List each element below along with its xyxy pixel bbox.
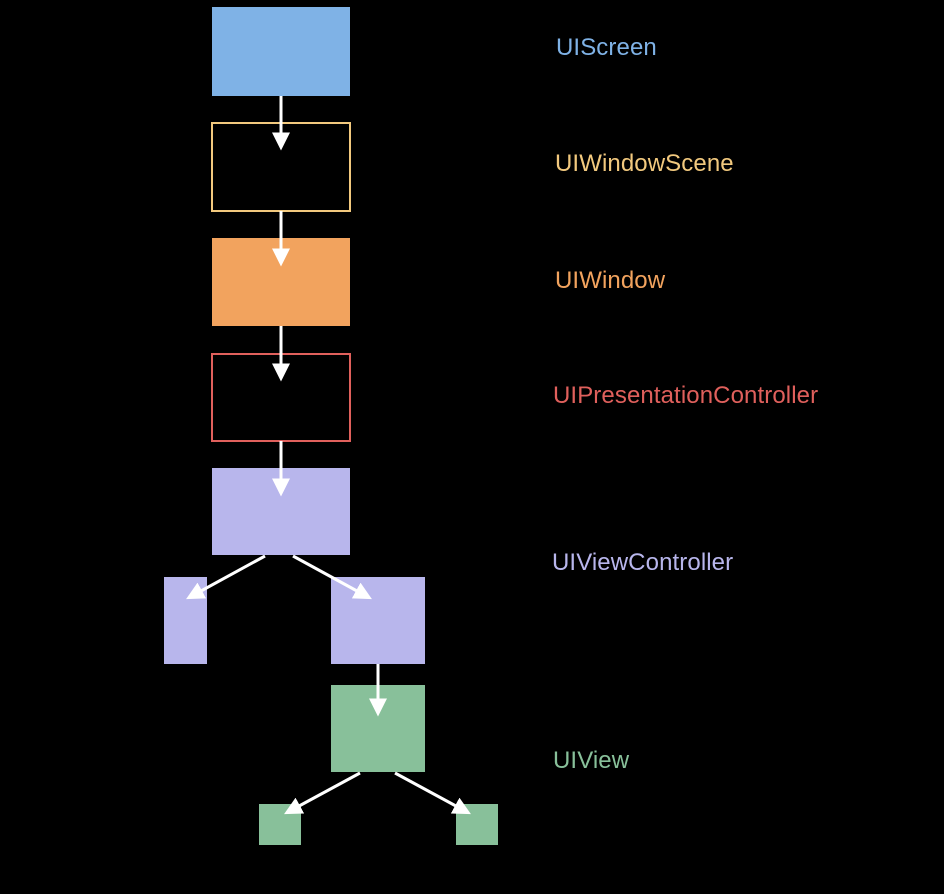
arrow-viewcontroller-to-right-child: [292, 554, 372, 600]
arrow-view-to-right-subview: [394, 771, 471, 815]
uiscreen-box: [212, 7, 350, 96]
uiview-box-child-left: [259, 804, 301, 845]
arrow-view-to-left-subview: [284, 771, 361, 815]
label-uiview: UIView: [553, 747, 630, 774]
label-uiviewcontroller: UIViewController: [552, 549, 734, 576]
label-uipresentationcontroller: UIPresentationController: [553, 382, 819, 409]
uiviewcontroller-box-child-right: [331, 577, 425, 664]
arrow-viewcontroller-to-left-child: [186, 554, 266, 600]
label-uiscreen: UIScreen: [556, 34, 657, 61]
label-uiwindowscene: UIWindowScene: [555, 150, 734, 177]
label-uiwindow: UIWindow: [555, 267, 666, 294]
